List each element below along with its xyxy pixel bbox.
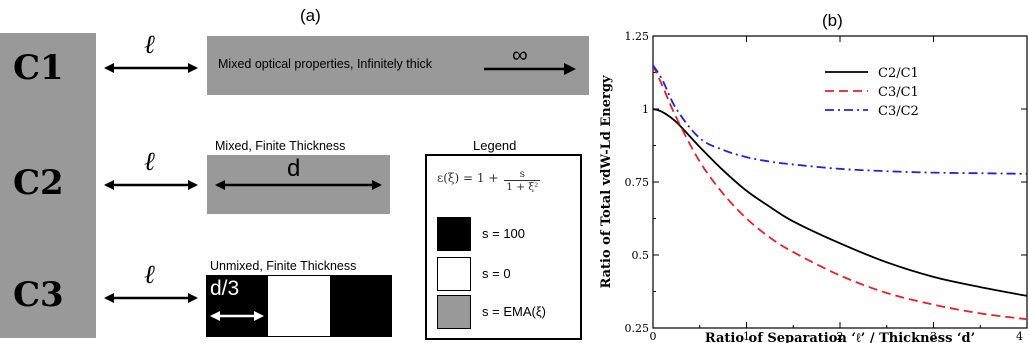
c3-layer-arrow bbox=[210, 311, 264, 321]
ell-symbol-c3: ℓ bbox=[144, 260, 155, 290]
legend-swatch-ema bbox=[437, 295, 471, 329]
formula-numerator: s bbox=[504, 168, 541, 181]
chart-legend: C2/C1 C3/C1 C3/C2 bbox=[825, 66, 919, 119]
c1-slab-text: Mixed optical properties, Infinitely thi… bbox=[218, 57, 432, 71]
legend-box: ε(ξ) = 1 + s 1 + ξ² s = 100 s = 0 s = EM… bbox=[425, 154, 582, 340]
reference-wall bbox=[0, 33, 96, 338]
config-label-c3: C3 bbox=[13, 275, 64, 315]
separation-arrows bbox=[104, 63, 198, 303]
c1-slab bbox=[207, 36, 589, 95]
x-axis-label: Ratio of Separation ‘ℓ’ / Thickness ‘d’ bbox=[705, 331, 975, 343]
x-tick-label: 2 bbox=[837, 330, 844, 343]
y-tick-label: 1 bbox=[642, 103, 649, 116]
config-label-c2: C2 bbox=[13, 163, 64, 203]
c2-slab-title: Mixed, Finite Thickness bbox=[215, 139, 346, 153]
panel-b-label: (b) bbox=[822, 11, 843, 30]
c3-layer-dense-2 bbox=[330, 276, 392, 336]
c3-slab bbox=[206, 275, 392, 337]
legend-label-s100: s = 100 bbox=[482, 226, 526, 241]
legend-swatch-s100 bbox=[437, 217, 471, 251]
chart-axes: 0 1 2 3 4 0.25 0.5 0.75 1 1.25 Ratio of Separation… bbox=[599, 30, 1028, 343]
formula-fraction: s 1 + ξ² bbox=[504, 168, 541, 193]
legend-formula: ε(ξ) = 1 + s 1 + ξ² bbox=[437, 168, 541, 193]
c3-layer-thickness-symbol: d/3 bbox=[210, 277, 240, 300]
series-line-c3-c1 bbox=[652, 64, 1028, 321]
legend-label-s0: s = 0 bbox=[482, 266, 511, 281]
series-line-c3-c2 bbox=[652, 64, 1028, 175]
y-tick-label: 0.25 bbox=[625, 322, 650, 335]
x-tick-label: 0 bbox=[650, 330, 657, 343]
series-line-c2-c1 bbox=[652, 108, 1028, 297]
x-tick-label: 4 bbox=[1016, 330, 1023, 343]
y-axis-label: Ratio of Total vdW-Ld Energy bbox=[599, 75, 614, 288]
legend-label-c3-c1: C3/C1 bbox=[878, 85, 919, 100]
legend-label-c3-c2: C3/C2 bbox=[878, 104, 919, 119]
legend-title: Legend bbox=[473, 138, 517, 153]
c3-layer-dense-1 bbox=[207, 276, 268, 336]
legend-label-c2-c1: C2/C1 bbox=[878, 66, 919, 81]
thickness-arrow bbox=[215, 180, 382, 190]
infinity-arrow bbox=[484, 63, 576, 75]
chart-lines bbox=[652, 64, 1028, 321]
x-tick-label: 3 bbox=[930, 330, 937, 343]
y-tick-label: 0.75 bbox=[625, 176, 650, 189]
y-tick-label: 0.5 bbox=[632, 249, 650, 262]
ell-symbol-c1: ℓ bbox=[144, 30, 155, 60]
c3-slab-title: Unmixed, Finite Thickness bbox=[210, 259, 357, 273]
ell-symbol-c2: ℓ bbox=[144, 147, 155, 177]
x-tick-label: 1 bbox=[743, 330, 750, 343]
thickness-symbol: d bbox=[287, 155, 301, 182]
y-tick-label: 1.25 bbox=[625, 30, 650, 43]
plot-frame bbox=[652, 35, 1028, 329]
energy-ratio-chart: 0 1 2 3 4 0.25 0.5 0.75 1 1.25 Ratio of Separation… bbox=[599, 30, 1028, 343]
infinity-symbol: ∞ bbox=[512, 42, 528, 67]
legend-label-ema: s = EMA(ξ) bbox=[482, 304, 546, 319]
panel-a-label: (a) bbox=[300, 6, 321, 25]
formula-denominator: 1 + ξ² bbox=[506, 181, 539, 193]
config-label-c1: C1 bbox=[13, 48, 64, 88]
formula-lhs: ε(ξ) = 1 + bbox=[437, 171, 499, 185]
legend-swatch-s0 bbox=[437, 257, 471, 291]
